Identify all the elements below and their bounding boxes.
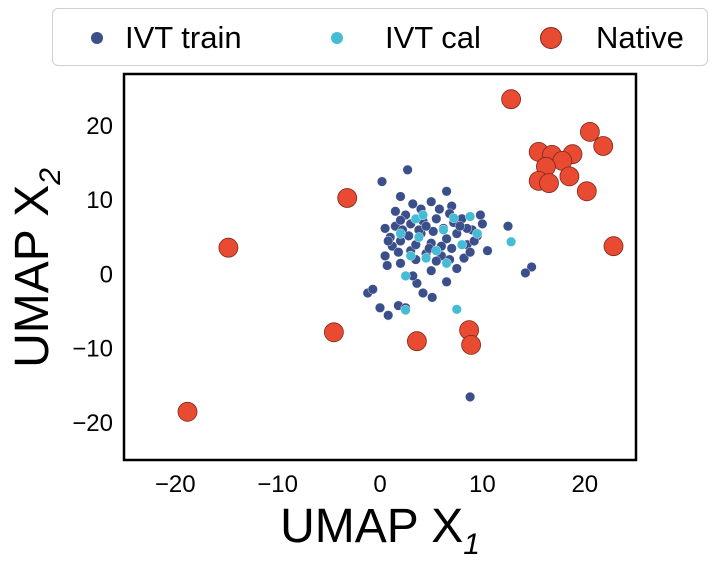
ivt-train-point-12 xyxy=(383,310,394,321)
ivt-cal-point-3 xyxy=(400,270,411,281)
ivt-train-point-4 xyxy=(475,209,486,220)
ivt-train-point-31 xyxy=(426,196,437,207)
x-tick-label: 20 xyxy=(571,471,598,498)
ivt-cal-point-2 xyxy=(400,305,411,316)
data-points xyxy=(177,89,624,422)
ivt-cal-point-9 xyxy=(395,228,406,239)
legend-label-ivt-cal: IVT cal xyxy=(385,20,481,55)
x-tick-label: −10 xyxy=(257,471,298,498)
ivt-cal-point-1 xyxy=(451,304,462,315)
ivt-cal-point-0 xyxy=(506,236,517,247)
x-tick-label: −20 xyxy=(155,471,196,498)
native-point-8 xyxy=(559,166,580,187)
ivt-train-point-75 xyxy=(421,221,432,232)
ivt-train-point-23 xyxy=(380,250,391,261)
legend-label-ivt-train: IVT train xyxy=(125,20,242,55)
ivt-train-point-19 xyxy=(441,276,452,287)
ivt-train-point-70 xyxy=(393,247,404,258)
native-point-16 xyxy=(406,331,427,352)
ivt-train-point-67 xyxy=(395,215,406,226)
ivt-train-point-71 xyxy=(383,235,394,246)
native-point-2 xyxy=(593,136,614,156)
ivt-train-point-59 xyxy=(428,226,439,237)
ivt-train-point-73 xyxy=(431,256,442,267)
ivt-train-point-37 xyxy=(446,243,457,254)
native-point-19 xyxy=(177,401,198,422)
native-point-15 xyxy=(323,322,344,343)
ivt-cal-point-12 xyxy=(421,253,432,264)
ivt-train-point-49 xyxy=(441,233,452,244)
native-point-14 xyxy=(218,237,239,258)
ivt-train-point-65 xyxy=(434,204,445,215)
y-tick-label: −20 xyxy=(72,410,113,437)
ivt-cal-point-16 xyxy=(438,224,449,235)
ivt-cal-point-5 xyxy=(418,209,429,220)
ivt-train-point-25 xyxy=(390,206,401,217)
native-point-13 xyxy=(337,188,358,208)
ivt-train-point-3 xyxy=(503,221,514,232)
ivt-train-point-11 xyxy=(375,302,386,313)
x-tick-label: 10 xyxy=(469,471,496,498)
ivt-train-point-22 xyxy=(395,258,406,269)
ivt-train-point-30 xyxy=(395,191,406,202)
ivt-cal-point-14 xyxy=(456,239,467,250)
ivt-train-point-29 xyxy=(477,218,488,229)
y-tick-label: −10 xyxy=(72,336,113,363)
ivt-train-point-2 xyxy=(441,186,452,197)
ivt-train-point-7 xyxy=(520,267,531,278)
x-tick-labels: −20 −10 0 10 20 xyxy=(155,471,598,498)
plot-frame xyxy=(122,72,638,462)
ivt-train-point-21 xyxy=(451,263,462,274)
native-point-10 xyxy=(539,173,559,194)
ivt-cal-point-11 xyxy=(441,258,452,269)
ivt-train-point-1 xyxy=(402,164,413,175)
ivt-cal-point-13 xyxy=(472,228,483,239)
ivt-train-marker-icon xyxy=(91,32,103,44)
ivt-train-point-8 xyxy=(465,391,476,402)
y-tick-label: 0 xyxy=(100,261,113,288)
ivt-train-point-5 xyxy=(482,245,493,256)
legend: IVT train IVT cal Native xyxy=(52,8,708,66)
ivt-cal-point-7 xyxy=(448,212,459,223)
ivt-cal-point-8 xyxy=(413,232,424,243)
native-point-12 xyxy=(603,236,624,257)
y-tick-label: 10 xyxy=(86,187,113,214)
legend-label-native: Native xyxy=(596,20,684,55)
native-point-0 xyxy=(501,89,522,110)
legend-entry-ivt-cal[interactable]: IVT cal xyxy=(331,9,481,67)
ivt-cal-marker-icon xyxy=(331,32,343,44)
x-axis-title: UMAP X1 xyxy=(280,500,480,561)
ivt-train-point-53 xyxy=(431,213,442,224)
ivt-train-point-17 xyxy=(418,288,429,299)
y-tick-label: 20 xyxy=(86,113,113,140)
ivt-train-point-69 xyxy=(465,247,476,258)
native-point-1 xyxy=(580,121,600,142)
legend-entry-native[interactable]: Native xyxy=(540,9,684,67)
ivt-train-point-20 xyxy=(426,265,437,276)
ivt-cal-point-6 xyxy=(465,211,476,222)
ivt-train-point-66 xyxy=(407,198,418,209)
ivt-train-point-27 xyxy=(459,253,470,264)
native-point-18 xyxy=(461,334,482,355)
native-marker-icon xyxy=(540,27,562,49)
ivt-train-point-18 xyxy=(427,292,438,303)
native-point-11 xyxy=(576,181,597,202)
ivt-cal-point-15 xyxy=(405,250,416,261)
y-tick-labels: −20 −10 0 10 20 xyxy=(72,113,113,437)
ivt-train-point-0 xyxy=(377,176,388,187)
ivt-train-point-26 xyxy=(380,223,391,234)
y-axis-title: UMAP X2 xyxy=(6,168,67,368)
ivt-train-point-10 xyxy=(367,284,378,295)
ivt-train-point-24 xyxy=(382,260,393,271)
x-tick-label: 0 xyxy=(373,471,386,498)
legend-entry-ivt-train[interactable]: IVT train xyxy=(91,9,242,67)
ivt-train-point-6 xyxy=(526,262,537,273)
ivt-cal-point-10 xyxy=(431,245,442,256)
ivt-train-point-61 xyxy=(454,221,465,232)
